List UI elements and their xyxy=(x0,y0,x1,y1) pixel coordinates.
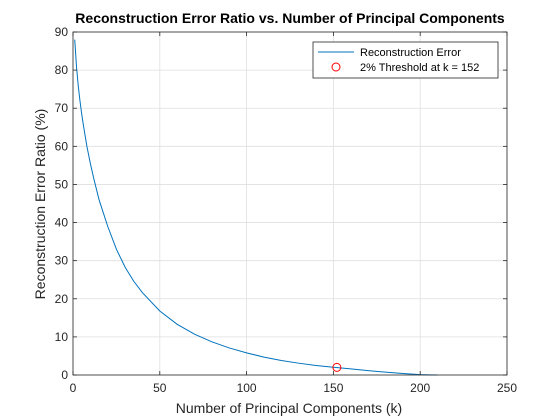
y-axis-label: Reconstruction Error Ratio (%) xyxy=(32,109,48,300)
y-tick-label: 90 xyxy=(55,25,69,39)
grid-lines xyxy=(72,31,508,376)
x-tick-label: 50 xyxy=(153,381,167,395)
y-tick-label: 30 xyxy=(55,254,69,268)
y-tick-label: 60 xyxy=(55,139,69,153)
y-tick-label: 70 xyxy=(55,101,69,115)
x-tick-label: 150 xyxy=(323,381,343,395)
legend-box xyxy=(312,41,499,79)
legend-marker-swatch xyxy=(331,62,341,72)
y-tick-label: 0 xyxy=(61,368,68,382)
y-tick-label: 50 xyxy=(55,177,69,191)
y-tick-label: 80 xyxy=(55,63,69,77)
chart-title: Reconstruction Error Ratio vs. Number of… xyxy=(75,10,505,26)
tick-labels: 0 50 100 150 200 250 0 10 20 30 40 50 60 70 80 90 xyxy=(55,25,518,395)
series-layer xyxy=(74,39,438,376)
y-tick-label: 10 xyxy=(55,330,69,344)
legend-label-reconstruction-error: Reconstruction Error xyxy=(360,47,461,59)
x-tick-label: 250 xyxy=(497,381,517,395)
x-axis-label: Number of Principal Components (k) xyxy=(176,400,402,416)
y-tick-label: 20 xyxy=(55,292,69,306)
legend: Reconstruction Error 2% Threshold at k =… xyxy=(312,41,499,79)
y-tick-label: 40 xyxy=(55,216,69,230)
x-tick-label: 0 xyxy=(70,381,77,395)
x-tick-label: 200 xyxy=(410,381,430,395)
series-line-0 xyxy=(74,39,438,376)
threshold-marker xyxy=(332,362,342,372)
plot-box xyxy=(72,31,508,376)
x-tick-label: 100 xyxy=(237,381,257,395)
axes xyxy=(72,31,508,376)
legend-label-threshold: 2% Threshold at k = 152 xyxy=(360,62,479,74)
